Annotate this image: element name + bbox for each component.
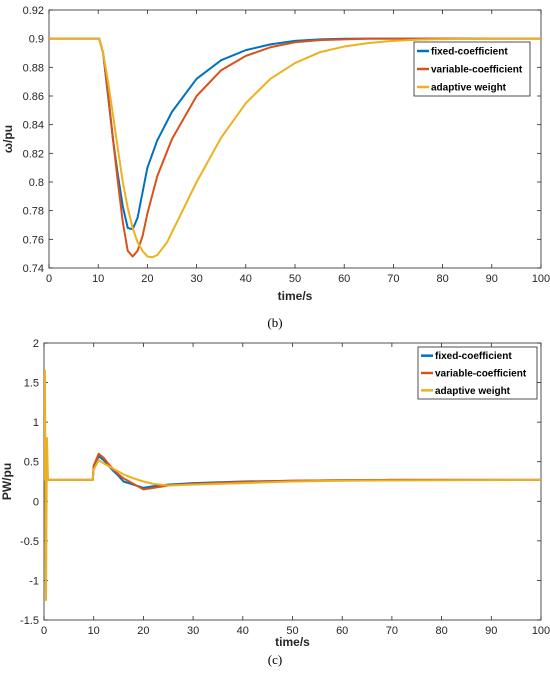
legend-label: adaptive weight (431, 83, 507, 94)
x-tick-label: 40 (237, 625, 249, 637)
y-tick-label: 0.8 (29, 177, 44, 189)
y-tick-label: 0.86 (23, 91, 44, 103)
x-tick-label: 20 (141, 273, 153, 285)
x-tick-label: 100 (532, 273, 550, 285)
x-tick-label: 30 (187, 625, 199, 637)
y-axis-label: ω/pu (1, 125, 15, 153)
x-tick-label: 70 (387, 273, 399, 285)
y-tick-label: 0.76 (23, 234, 44, 246)
x-tick-label: 70 (386, 625, 398, 637)
legend-label: fixed-coefficient (435, 351, 512, 362)
y-axis-label: PW/pu (0, 463, 14, 500)
y-tick-label: 0.78 (23, 206, 44, 218)
y-tick-label: 1 (33, 417, 39, 429)
x-tick-label: 50 (289, 273, 301, 285)
legend-label: variable-coefficient (435, 369, 527, 380)
y-tick-label: 0.82 (23, 148, 44, 160)
y-tick-label: -0.5 (20, 536, 39, 548)
x-tick-label: 40 (240, 273, 252, 285)
x-tick-label: 20 (137, 625, 149, 637)
x-tick-label: 90 (485, 625, 497, 637)
y-tick-label: 0.84 (23, 120, 44, 132)
y-tick-label: 0.9 (29, 34, 44, 46)
x-tick-label: 90 (486, 273, 498, 285)
legend-label: fixed-coefficient (431, 47, 508, 58)
series-line-adaptive-weight (49, 37, 541, 259)
legend-box (413, 41, 531, 97)
x-tick-label: 80 (435, 625, 447, 637)
x-tick-label: 100 (532, 625, 550, 637)
x-tick-label: 30 (190, 273, 202, 285)
y-tick-label: -1 (29, 575, 39, 587)
legend-label: adaptive weight (435, 386, 511, 397)
y-tick-label: 2 (33, 338, 39, 350)
legend-label: variable-coefficient (431, 65, 523, 76)
chart-omega: 0 10 20 30 40 50 60 70 80 90 100 0.74 0.76 0.78 0.8 0.8… (1, 5, 550, 330)
x-tick-label: 60 (338, 273, 350, 285)
figure-caption: (b) (267, 315, 282, 330)
chart-power: 0 10 20 30 40 50 60 70 80 90 100 -1.5 -1 -0.5 0 0.5 1 1.5… (0, 338, 550, 667)
x-tick-label: 0 (41, 625, 47, 637)
x-tick-label: 10 (88, 625, 100, 637)
x-tick-label: 60 (336, 625, 348, 637)
series-line-adaptive-weight (44, 369, 541, 602)
y-tick-label: -1.5 (20, 615, 39, 627)
x-tick-label: 50 (286, 625, 298, 637)
legend-box (417, 346, 538, 400)
x-tick-label: 10 (92, 273, 104, 285)
x-tick-label: 80 (436, 273, 448, 285)
x-axis-label: time/s (278, 289, 313, 303)
figure-caption: (c) (268, 652, 282, 667)
y-tick-label: 0.5 (24, 457, 39, 469)
legend: fixed-coefficient variable-coefficient ada… (413, 41, 531, 97)
y-tick-label: 0.92 (23, 5, 44, 17)
y-tick-label: 0 (33, 496, 39, 508)
y-tick-label: 0.74 (23, 263, 44, 275)
legend: fixed-coefficient variable-coefficient ada… (417, 346, 538, 400)
x-axis-label: time/s (275, 635, 310, 649)
y-tick-label: 1.5 (24, 378, 39, 390)
y-tick-label: 0.88 (23, 62, 44, 74)
series-line-variable-coefficient (49, 37, 541, 258)
x-tick-label: 0 (46, 273, 52, 285)
